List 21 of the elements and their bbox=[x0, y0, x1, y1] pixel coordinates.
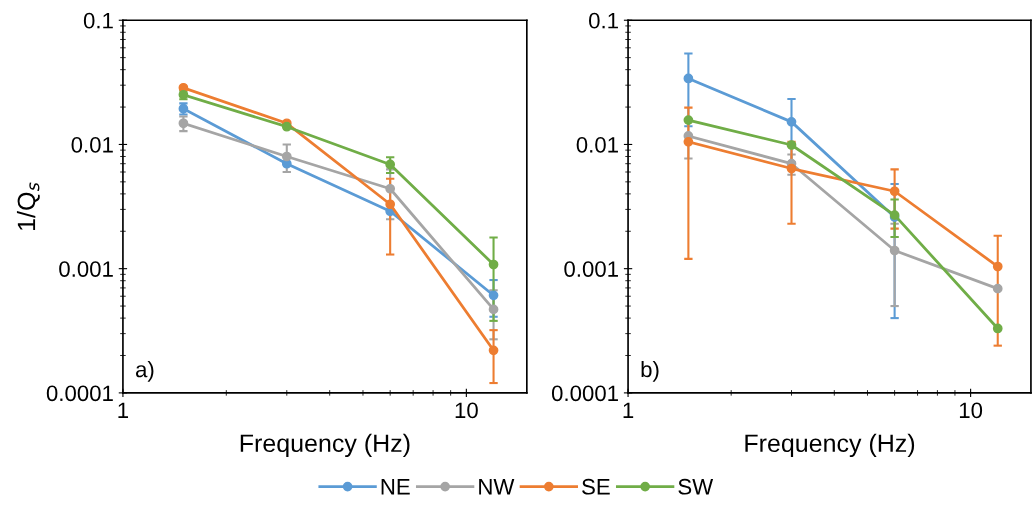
x-axis-title: Frequency (Hz) bbox=[240, 433, 410, 458]
y-tick-label: 0.0001 bbox=[551, 385, 618, 402]
legend-label: NW bbox=[479, 479, 515, 495]
annotation: b) bbox=[641, 360, 659, 382]
x-axis-title: Frequency (Hz) bbox=[745, 433, 915, 458]
y-tick-label: 0.0001 bbox=[46, 385, 113, 402]
annotation: a) bbox=[135, 360, 154, 382]
legend-label: NE bbox=[381, 479, 410, 495]
legend-label: SE bbox=[582, 478, 610, 495]
y-tick-label: 0.01 bbox=[71, 136, 113, 153]
x-tick-label: 10 bbox=[959, 402, 983, 419]
y-tick-label: 0.1 bbox=[589, 12, 618, 29]
y-tick-label: 0.001 bbox=[59, 261, 113, 277]
x-tick-label: 1 bbox=[623, 402, 634, 419]
y-tick-label: 0.001 bbox=[564, 261, 618, 277]
legend-label: SW bbox=[678, 478, 714, 495]
x-tick-label: 10 bbox=[455, 402, 478, 419]
x-tick-label: 1 bbox=[118, 402, 129, 419]
y-axis-title: 1/Q$_{s}$ bbox=[16, 182, 40, 230]
y-tick-label: 0.01 bbox=[576, 136, 618, 153]
y-tick-label: 0.1 bbox=[83, 12, 113, 29]
